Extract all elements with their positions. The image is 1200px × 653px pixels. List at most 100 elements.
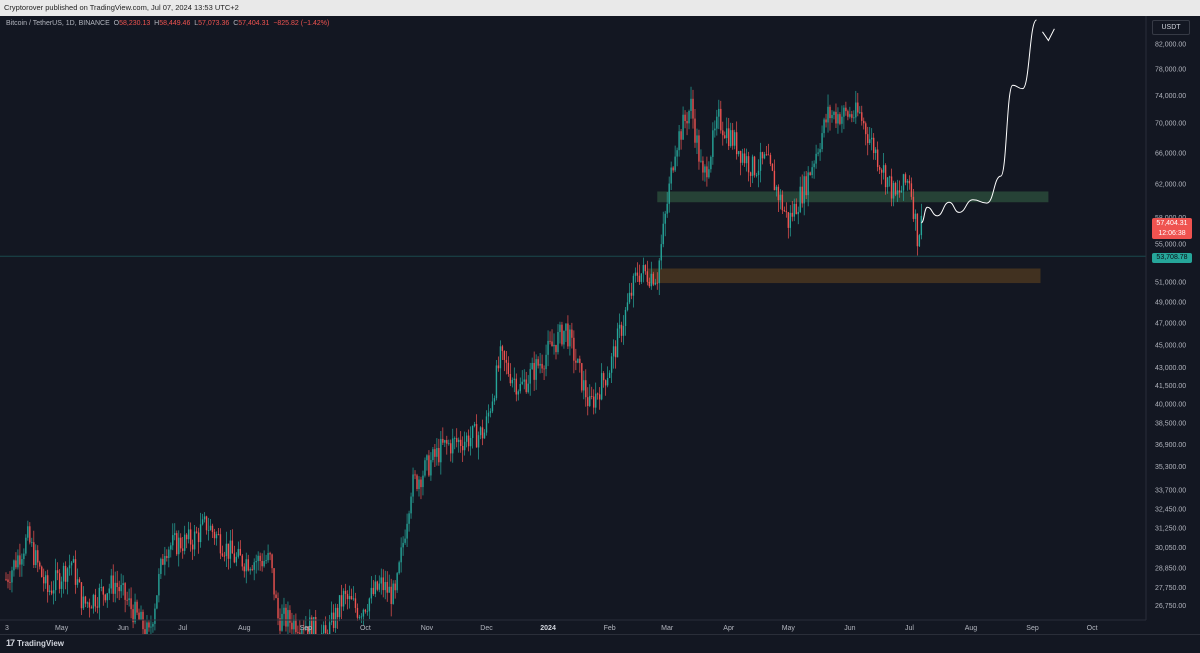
candle-body [575, 361, 576, 363]
candle-body [831, 115, 832, 118]
candle-body [436, 448, 437, 457]
candle-body [363, 610, 364, 617]
candle-body [732, 130, 733, 146]
candle-body [367, 611, 368, 612]
candle-body [629, 293, 630, 303]
candle-body [176, 533, 177, 554]
candle-body [847, 111, 848, 117]
y-tick-label: 40,000.00 [1155, 401, 1186, 408]
candle-body [909, 181, 910, 183]
candlestick-chart[interactable]: 82,000.0078,000.0074,000.0070,000.0066,0… [0, 16, 1200, 634]
candle-body [871, 138, 872, 140]
x-tick-label: Mar [661, 625, 674, 632]
candle-body [69, 565, 70, 568]
candle-body [533, 363, 534, 380]
candle-body [609, 373, 610, 378]
candle-body [13, 560, 14, 570]
candle-body [152, 624, 153, 627]
candle-body [643, 265, 644, 273]
candle-body [65, 566, 66, 582]
candle-body [776, 187, 777, 190]
open-value: 58,230.13 [119, 20, 150, 27]
horizontal-line-price-tag: 53,708.78 [1152, 253, 1192, 263]
candle-body [798, 212, 799, 214]
candle-body [470, 438, 471, 446]
candle-body [150, 627, 151, 628]
candle-body [859, 112, 860, 113]
candle-body [764, 154, 765, 158]
y-tick-label: 35,300.00 [1155, 464, 1186, 471]
candle-body [921, 216, 922, 235]
x-tick-label: Feb [604, 625, 616, 632]
candle-body [913, 197, 914, 219]
candle-body [766, 154, 767, 155]
candle-body [837, 114, 838, 123]
change-value: −825.82 (−1.42%) [273, 20, 329, 27]
candle-body [887, 177, 888, 187]
candle-body [160, 559, 161, 574]
candle-body [496, 365, 497, 398]
candle-body [802, 187, 803, 204]
y-tick-label: 33,700.00 [1155, 487, 1186, 494]
candle-body [450, 443, 451, 453]
candle-body [75, 559, 76, 585]
candle-body [89, 602, 90, 607]
candle-body [130, 598, 131, 609]
candle-body [633, 276, 634, 296]
y-tick-label: 26,750.00 [1155, 603, 1186, 610]
candle-body [821, 133, 822, 149]
y-tick-label: 82,000.00 [1155, 41, 1186, 48]
candle-body [585, 380, 586, 397]
candle-body [226, 544, 227, 556]
y-tick-label: 43,000.00 [1155, 365, 1186, 372]
candle-body [750, 172, 751, 176]
candle-body [678, 131, 679, 150]
candle-body [134, 602, 135, 622]
candle-body [545, 355, 546, 369]
candle-body [416, 475, 417, 489]
candle-body [335, 608, 336, 628]
candle-body [627, 302, 628, 310]
candle-body [287, 610, 288, 627]
candle-body [599, 394, 600, 399]
candle-body [674, 157, 675, 171]
candle-body [196, 532, 197, 533]
candle-body [577, 359, 578, 363]
candle-body [406, 524, 407, 539]
candle-body [285, 608, 286, 627]
candle-body [377, 581, 378, 589]
candle-body [476, 424, 477, 447]
candle-body [865, 123, 866, 134]
candle-body [809, 172, 810, 175]
candle-body [240, 549, 241, 556]
y-tick-label: 38,500.00 [1155, 421, 1186, 428]
candle-body [267, 553, 268, 560]
candle-body [492, 402, 493, 412]
candle-body [698, 135, 699, 161]
candle-body [768, 154, 769, 155]
candle-body [396, 573, 397, 590]
candle-body [649, 282, 650, 286]
candle-body [744, 153, 745, 163]
tradingview-logo[interactable]: 17 TradingView [6, 638, 64, 648]
candle-body [29, 526, 30, 542]
brand-name: TradingView [17, 639, 64, 648]
candle-body [601, 373, 602, 399]
y-tick-label: 78,000.00 [1155, 66, 1186, 73]
candle-body [85, 597, 86, 604]
candle-body [182, 548, 183, 550]
currency-button[interactable]: USDT [1152, 20, 1190, 35]
candle-body [857, 103, 858, 113]
candle-body [67, 568, 68, 582]
candle-body [796, 204, 797, 214]
candle-body [710, 157, 711, 169]
candle-body [124, 583, 125, 600]
candle-body [261, 561, 262, 566]
candle-body [238, 549, 239, 557]
candle-body [446, 440, 447, 444]
candle-body [222, 553, 223, 555]
candle-body [849, 114, 850, 117]
candle-body [696, 135, 697, 142]
candle-body [402, 543, 403, 548]
